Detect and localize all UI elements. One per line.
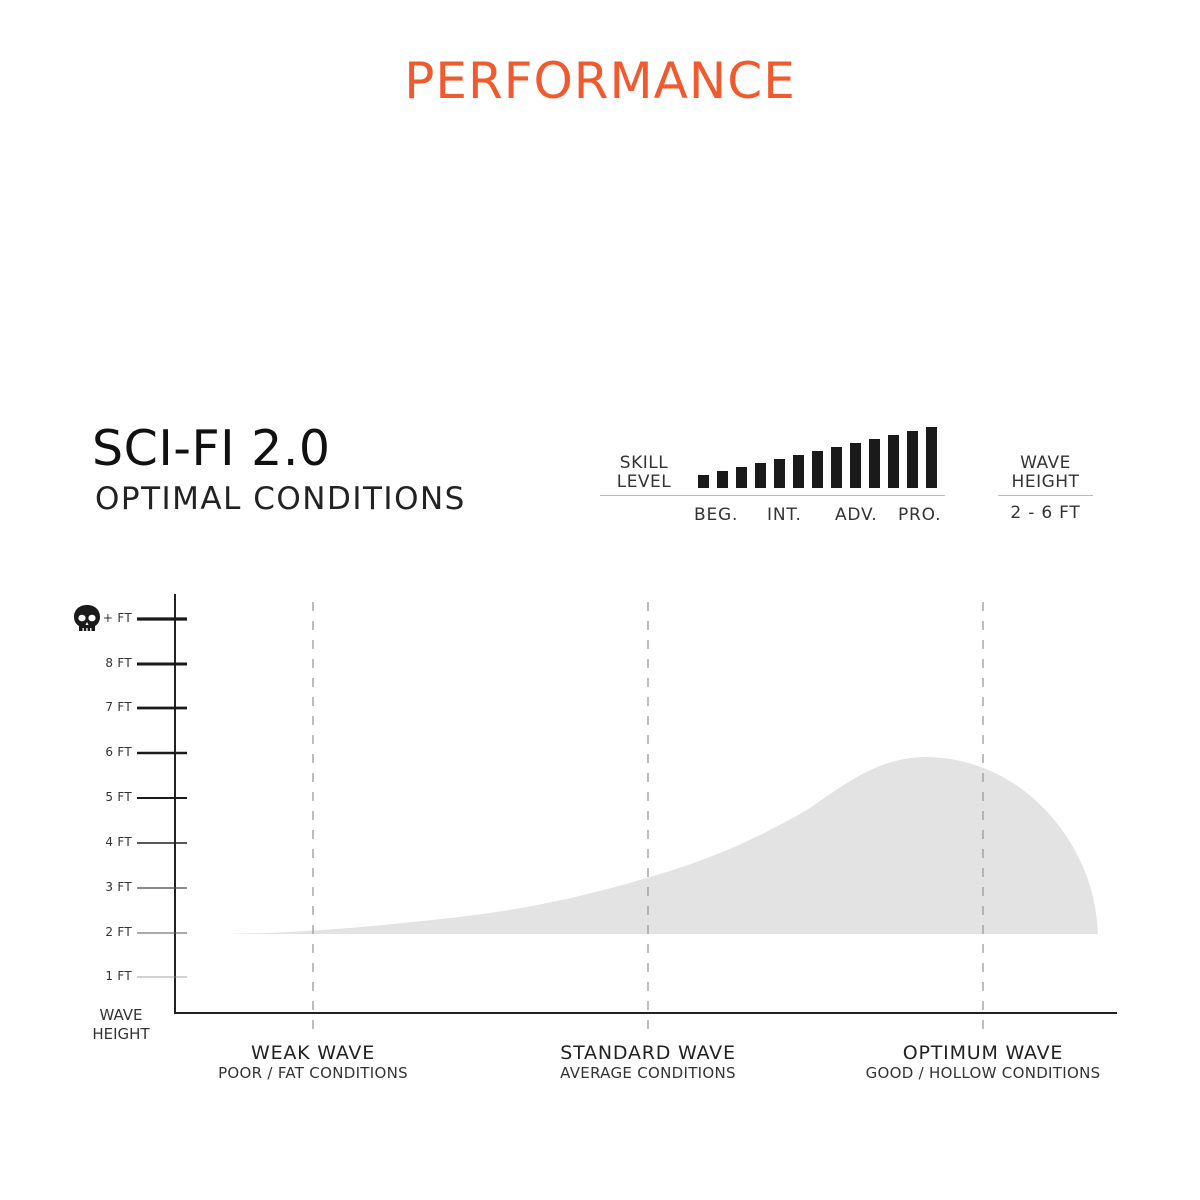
- y-tick-label-1ft: 1 FT: [105, 969, 132, 983]
- board-name: SCI-FI 2.0: [92, 420, 331, 477]
- y-tick-label-3ft: 3 FT: [105, 880, 132, 894]
- skill-label-line1: SKILL: [619, 453, 669, 473]
- level-advanced: ADV.: [835, 505, 878, 525]
- x-category-standard: STANDARD WAVE AVERAGE CONDITIONS: [498, 1042, 798, 1082]
- skill-bar: [850, 443, 861, 488]
- skull-icon: [74, 605, 100, 631]
- x-category-weak: WEAK WAVE POOR / FAT CONDITIONS: [163, 1042, 463, 1082]
- category-label: WEAK WAVE: [250, 1042, 376, 1064]
- skill-bar: [736, 467, 747, 488]
- skill-level-bars: [698, 420, 938, 488]
- skill-label-line2: LEVEL: [616, 472, 672, 492]
- level-intermediate: INT.: [767, 505, 802, 525]
- y-axis-title: WAVE HEIGHT: [92, 1006, 150, 1043]
- skill-bar: [869, 439, 880, 488]
- skill-divider: [600, 495, 945, 496]
- wave-height-label-line1: WAVE: [1020, 453, 1071, 473]
- skill-bar: [888, 435, 899, 488]
- y-tick-label-2ft: 2 FT: [105, 925, 132, 939]
- wave-height-label-line2: HEIGHT: [1011, 472, 1080, 492]
- skill-bar: [812, 451, 823, 488]
- y-tick-label-4ft: 4 FT: [105, 835, 132, 849]
- category-label: STANDARD WAVE: [560, 1042, 736, 1064]
- x-category-optimum: OPTIMUM WAVE GOOD / HOLLOW CONDITIONS: [833, 1042, 1133, 1082]
- category-sublabel: GOOD / HOLLOW CONDITIONS: [865, 1064, 1101, 1082]
- skill-bar: [755, 463, 766, 488]
- skill-level-label: SKILL LEVEL: [604, 454, 684, 492]
- optimal-conditions-area: [222, 757, 1098, 934]
- skill-bar: [774, 459, 785, 488]
- skill-bar: [717, 471, 728, 488]
- category-sublabel: AVERAGE CONDITIONS: [560, 1064, 736, 1082]
- wave-height-divider: [998, 495, 1093, 496]
- wave-height-value: 2 - 6 FT: [1010, 503, 1081, 523]
- skill-bar: [926, 427, 937, 488]
- y-tick-label-7ft: 7 FT: [105, 700, 132, 714]
- category-sublabel: POOR / FAT CONDITIONS: [218, 1064, 408, 1082]
- page-title: PERFORMANCE: [404, 52, 796, 110]
- y-tick-label-8ft: 8 FT: [105, 656, 132, 670]
- board-subtitle: OPTIMAL CONDITIONS: [95, 481, 466, 517]
- y-tick-label-5ft: 5 FT: [105, 790, 132, 804]
- y-tick-label-6ft: 6 FT: [105, 745, 132, 759]
- skill-bar: [907, 431, 918, 488]
- y-tick-label-top: + FT: [102, 611, 132, 625]
- skill-bar: [698, 475, 709, 488]
- skill-bar: [831, 447, 842, 488]
- skill-bar: [793, 455, 804, 488]
- category-label: OPTIMUM WAVE: [902, 1042, 1064, 1064]
- wave-height-label: WAVE HEIGHT: [998, 454, 1093, 492]
- level-beginner: BEG.: [694, 505, 739, 525]
- level-pro: PRO.: [898, 505, 942, 525]
